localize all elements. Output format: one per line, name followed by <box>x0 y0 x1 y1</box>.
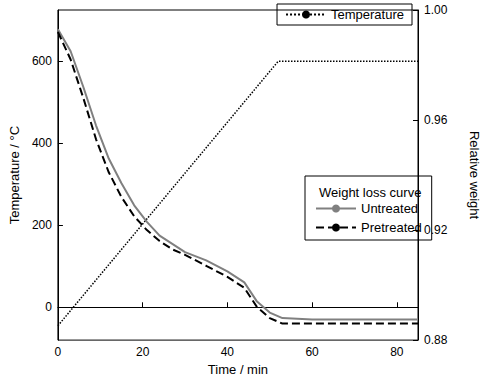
svg-text:Untreated: Untreated <box>361 201 418 216</box>
svg-text:Temperature: Temperature <box>331 7 404 22</box>
svg-text:1.00: 1.00 <box>424 3 448 17</box>
svg-text:400: 400 <box>32 136 52 150</box>
svg-text:Time / min: Time / min <box>208 362 268 377</box>
svg-text:0.92: 0.92 <box>424 223 448 238</box>
svg-text:0.96: 0.96 <box>424 113 448 127</box>
svg-text:Temperature / °C: Temperature / °C <box>7 126 22 224</box>
svg-text:0.88: 0.88 <box>424 333 448 347</box>
svg-text:200: 200 <box>32 218 52 232</box>
svg-text:Pretreated: Pretreated <box>361 220 422 235</box>
svg-text:Relative weight: Relative weight <box>467 131 482 220</box>
svg-text:20: 20 <box>136 345 150 359</box>
svg-text:60: 60 <box>305 345 319 359</box>
svg-text:80: 80 <box>390 345 404 359</box>
svg-text:40: 40 <box>221 345 235 359</box>
svg-text:0: 0 <box>45 300 52 314</box>
svg-text:600: 600 <box>32 54 52 68</box>
svg-text:0: 0 <box>55 345 62 359</box>
svg-text:Weight loss curve: Weight loss curve <box>319 185 421 200</box>
